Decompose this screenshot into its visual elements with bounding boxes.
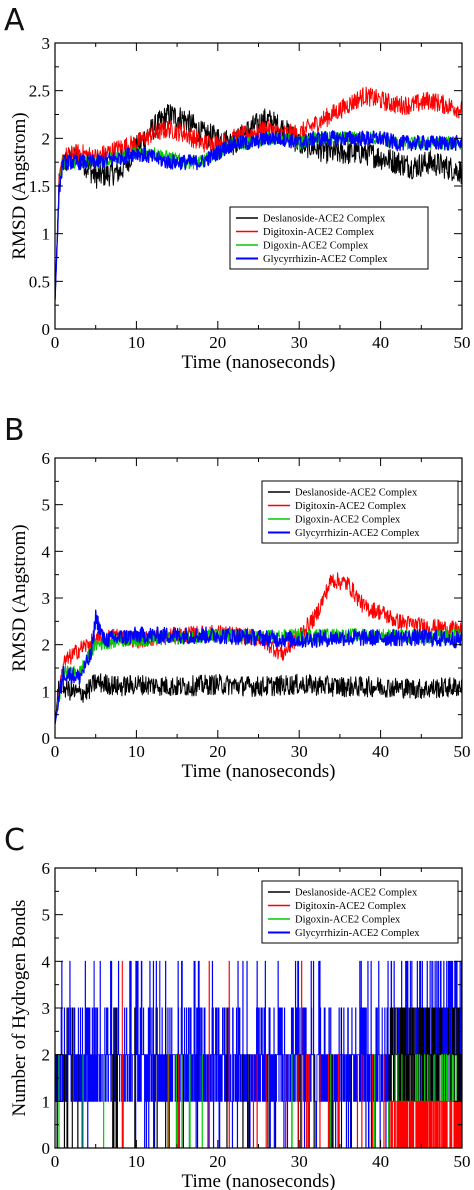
panel-c-ytick-label: 1 (42, 1092, 51, 1111)
panel-b-legend-box (261, 480, 459, 544)
panel-b-xtick-label: 50 (454, 742, 471, 761)
panel-b-ytick-label: 3 (42, 589, 51, 608)
panel-a-legend-label-3: Digoxin-ACE2 Complex (263, 241, 369, 252)
panel-c-xtick-label: 10 (128, 1152, 145, 1171)
panel-a-frame (54, 42, 463, 330)
panel-b-legend-label-3: Digoxin-ACE2 Complex (295, 515, 401, 526)
panel-c-series-1 (55, 1007, 462, 1148)
panel-a-ylabel: RMSD (Angstrom) (9, 112, 30, 259)
panel-b-letter: B (4, 413, 25, 448)
panel-a-letter: A (4, 3, 25, 38)
panel-b-legend-label-2: Digitoxin-ACE2 Complex (295, 501, 407, 512)
panel-c-xtick-label: 0 (51, 1152, 60, 1171)
panel-b-xtick-label: 20 (209, 742, 226, 761)
panel-a-ytick-label: 2 (42, 129, 51, 148)
panel-a-xtick-label: 40 (372, 333, 389, 352)
panel-b: B 0 10 20 30 40 50 0 1 2 3 4 5 6 Time (nanoseconds) RMS… (4, 413, 471, 782)
panel-c-legend-label-4: Glycyrrhizin-ACE2 Complex (295, 928, 420, 939)
panel-c-ytick-label: 0 (42, 1139, 51, 1158)
panel-b-xtick-label: 30 (291, 742, 308, 761)
panel-b-ylabel: RMSD (Angstrom) (9, 524, 30, 671)
panel-c-xtick-label: 20 (209, 1152, 226, 1171)
panel-a-ytick-label: 3 (42, 34, 51, 53)
panel-b-ytick-label: 4 (42, 542, 51, 561)
panel-c-ytick-label: 3 (42, 999, 51, 1018)
panel-a-legend-label-1: Deslanoside-ACE2 Complex (263, 214, 386, 225)
panel-c-ylabel: Number of Hydrogen Bonds (9, 900, 30, 1117)
panel-b-series-2 (55, 572, 462, 725)
panel-a-legend-box (229, 206, 429, 270)
panel-a-xtick-label: 30 (291, 333, 308, 352)
panel-a-ytick-label: 0.5 (29, 272, 50, 291)
panel-a-ytick-label: 1.5 (29, 177, 50, 196)
panel-a-xlabel: Time (nanoseconds) (182, 352, 336, 373)
panel-a-series-4 (55, 130, 462, 301)
panel-a-ytick-label: 0 (42, 320, 51, 339)
panel-a: A 0 10 20 30 40 50 0 0.5 1 1.5 2 2.5 3 Time (nanosecon… (4, 3, 471, 373)
panel-b-series-4 (55, 609, 462, 725)
panel-b-ytick-label: 5 (42, 496, 51, 515)
panel-c: C 0 10 20 30 40 50 0 1 2 3 4 5 6 Time (nanoseconds) Num… (4, 823, 471, 1190)
panel-c-ytick-label: 6 (42, 859, 51, 878)
panel-c-xtick-label: 40 (372, 1152, 389, 1171)
panel-c-xtick-label: 30 (291, 1152, 308, 1171)
panel-a-xtick-label: 50 (454, 333, 471, 352)
panel-b-series-1 (55, 673, 462, 725)
panel-c-legend-box (261, 880, 459, 944)
panel-a-legend: Deslanoside-ACE2 Complex Digitoxin-ACE2 C… (229, 206, 429, 270)
panel-c-xlabel: Time (nanoseconds) (182, 1171, 336, 1190)
panel-a-xtick-label: 0 (51, 333, 60, 352)
panel-c-ytick-label: 2 (42, 1046, 51, 1065)
panel-c-plot-area (55, 960, 462, 1148)
panel-a-xtick-label: 10 (128, 333, 145, 352)
panel-c-legend: Deslanoside-ACE2 Complex Digitoxin-ACE2 C… (261, 880, 459, 944)
panel-b-ytick-label: 6 (42, 449, 51, 468)
panel-a-plot-area (55, 86, 462, 301)
panel-b-legend-label-4: Glycyrrhizin-ACE2 Complex (295, 528, 420, 539)
panel-a-legend-label-2: Digitoxin-ACE2 Complex (263, 227, 375, 238)
panel-b-ytick-label: 2 (42, 636, 51, 655)
panel-a-ytick-label: 2.5 (29, 82, 50, 101)
panel-b-xtick-label: 0 (51, 742, 60, 761)
panel-b-xtick-label: 40 (372, 742, 389, 761)
panel-c-ytick-label: 4 (42, 952, 51, 971)
panel-b-xtick-label: 10 (128, 742, 145, 761)
panel-b-xlabel: Time (nanoseconds) (182, 761, 336, 782)
panel-c-letter: C (4, 823, 25, 858)
panel-b-legend-label-1: Deslanoside-ACE2 Complex (295, 488, 418, 499)
panel-c-legend-label-3: Digoxin-ACE2 Complex (295, 915, 401, 926)
panel-a-series-2 (55, 86, 462, 301)
panel-a-ytick-label: 1 (42, 225, 51, 244)
panel-b-legend: Deslanoside-ACE2 Complex Digitoxin-ACE2 C… (261, 480, 459, 544)
panel-c-legend-label-2: Digitoxin-ACE2 Complex (295, 901, 407, 912)
panel-b-ytick-label: 1 (42, 682, 51, 701)
panel-a-xtick-label: 20 (209, 333, 226, 352)
panel-b-ytick-label: 0 (42, 729, 51, 748)
panel-c-legend-label-1: Deslanoside-ACE2 Complex (295, 888, 418, 899)
panel-a-legend-label-4: Glycyrrhizin-ACE2 Complex (263, 254, 388, 265)
panel-c-ytick-label: 5 (42, 906, 51, 925)
panel-b-plot-area (55, 572, 462, 725)
panel-c-xtick-label: 50 (454, 1152, 471, 1171)
